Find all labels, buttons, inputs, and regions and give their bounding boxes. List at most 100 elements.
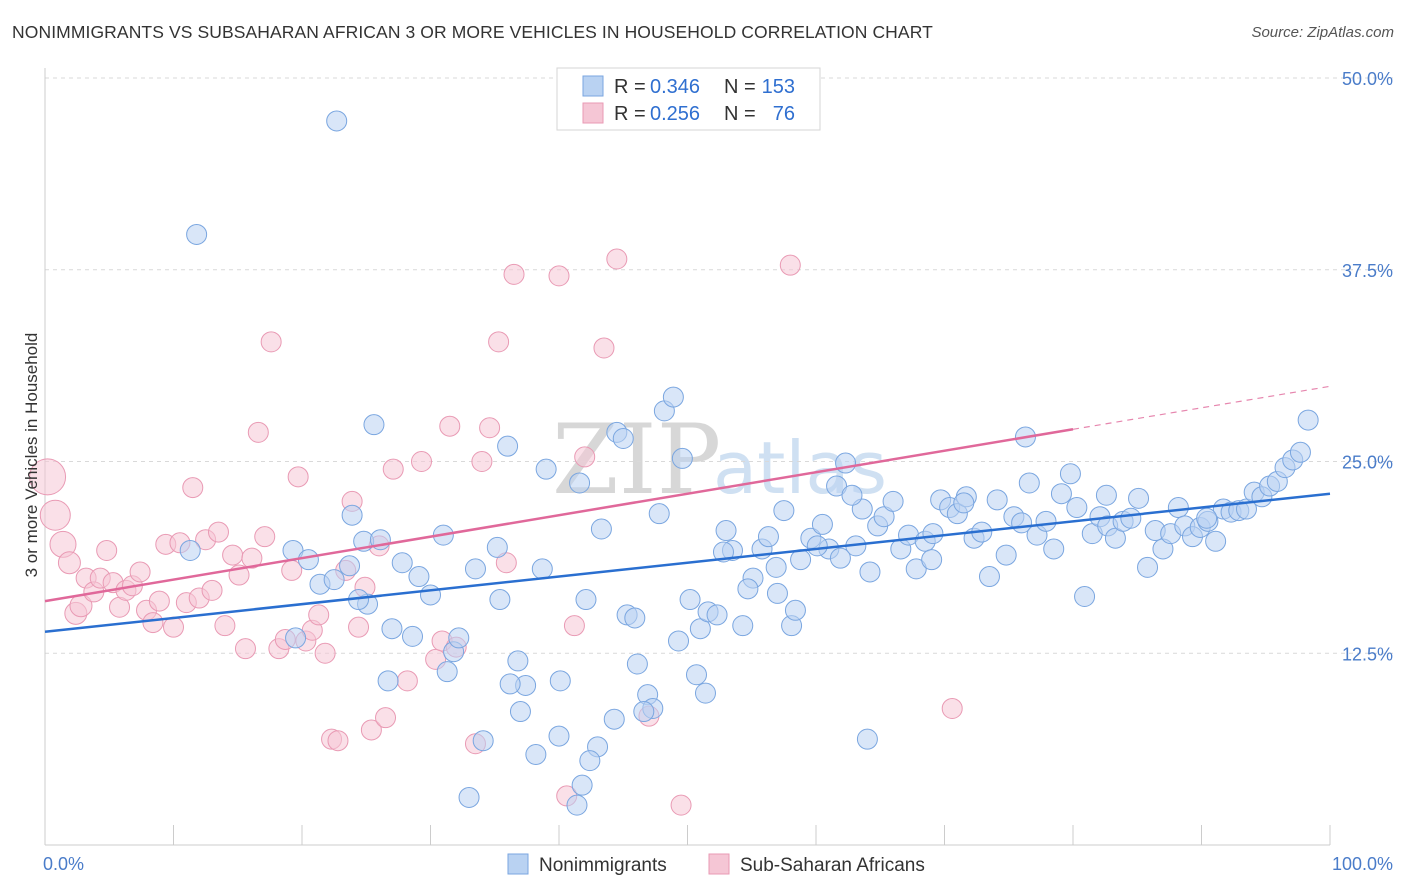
bottom-legend-label-0: Nonimmigrants (539, 855, 667, 876)
blue-point-141 (458, 786, 480, 808)
blue-point-140 (472, 730, 494, 752)
x-tick-labels: 0.0% 100.0% (43, 854, 1393, 874)
blue-point-114 (953, 492, 975, 514)
pink-point-16 (142, 612, 164, 634)
blue-point-20 (549, 670, 571, 692)
pink-point-68 (574, 446, 596, 468)
pink-point-22 (182, 477, 204, 499)
blue-point-133 (571, 774, 593, 796)
pink-point-69 (593, 337, 615, 359)
blue-point-115 (921, 549, 943, 571)
blue-point-1 (186, 223, 208, 245)
blue-point-25 (612, 427, 634, 449)
blue-point-124 (694, 682, 716, 704)
blue-point-5 (339, 555, 361, 577)
pink-point-67 (563, 615, 585, 637)
pink-point-75 (941, 697, 963, 719)
blue-point-151 (323, 569, 345, 591)
pink-point-51 (375, 707, 397, 729)
correlation-legend: R = 0.346 N = 153 R = 0.256 N = 76 (556, 67, 821, 131)
blue-point-13 (464, 558, 486, 580)
pink-point-34 (260, 331, 282, 353)
blue-point-110 (1297, 409, 1319, 431)
y-tick-label-3: 50.0% (1342, 69, 1393, 89)
blue-point-80 (1066, 497, 1088, 519)
legend-n-value-1: 76 (773, 103, 795, 125)
pink-point-1 (39, 499, 71, 531)
blue-point-89 (1137, 556, 1159, 578)
y-tick-label-0: 12.5% (1342, 644, 1393, 664)
bottom-legend-label-1: Sub-Saharan Africans (740, 855, 925, 876)
pink-point-30 (234, 638, 256, 660)
pink-point-28 (222, 544, 244, 566)
blue-point-46 (790, 549, 812, 571)
blue-point-43 (765, 556, 787, 578)
pink-point-65 (548, 265, 570, 287)
pink-point-54 (411, 451, 433, 472)
bottom-legend-swatch-0 (507, 853, 529, 875)
y-tick-labels: 12.5% 25.0% 37.5% 50.0% (1342, 69, 1393, 664)
blue-point-153 (285, 627, 307, 649)
blue-point-62 (922, 523, 944, 545)
pink-point-62 (488, 331, 510, 353)
blue-point-22 (575, 589, 597, 611)
blue-point-21 (569, 472, 591, 494)
x-tick-label-1: 100.0% (1332, 854, 1393, 874)
legend-r-label-1: R = (614, 103, 646, 125)
blue-point-119 (806, 535, 828, 557)
blue-point-87 (1120, 507, 1142, 529)
blue-point-77 (1043, 538, 1065, 560)
blue-point-145 (402, 625, 424, 647)
blue-point-81 (1074, 585, 1096, 607)
legend-n-label-0: N = (724, 76, 756, 98)
pink-point-72 (670, 794, 692, 816)
chart-title: NONIMMIGRANTS VS SUBSAHARAN AFRICAN 3 OR… (12, 22, 933, 42)
pink-point-38 (287, 466, 309, 488)
blue-point-78 (1050, 483, 1072, 505)
blue-point-9 (391, 552, 413, 574)
blue-point-88 (1128, 487, 1150, 509)
subsaharan-trend-extension (1072, 385, 1331, 430)
blue-point-33 (679, 589, 701, 611)
blue-point-125 (685, 664, 707, 686)
blue-point-37 (715, 520, 737, 542)
series-legend: Nonimmigrants Sub-Saharan Africans (507, 853, 925, 876)
blue-point-144 (420, 584, 441, 606)
y-tick-label-1: 25.0% (1342, 453, 1393, 473)
blue-point-143 (436, 661, 458, 683)
blue-point-50 (826, 475, 848, 497)
pink-point-0 (29, 458, 67, 496)
blue-point-147 (377, 670, 399, 692)
blue-point-137 (509, 701, 531, 723)
blue-point-132 (579, 750, 601, 772)
blue-point-152 (297, 549, 319, 571)
pink-point-44 (327, 730, 349, 752)
blue-point-32 (671, 447, 693, 469)
y-tick-label-2: 37.5% (1342, 261, 1393, 281)
blue-point-54 (859, 561, 881, 583)
subsaharan-trend-line (44, 428, 1074, 603)
pink-point-27 (214, 615, 236, 637)
x-tick-label-0: 0.0% (43, 854, 84, 874)
blue-point-123 (712, 541, 734, 563)
pink-point-19 (163, 616, 184, 638)
pink-point-60 (471, 451, 493, 472)
legend-swatch-1 (582, 102, 604, 124)
bottom-legend-swatch-1 (708, 853, 730, 875)
pink-point-25 (201, 579, 223, 601)
blue-point-128 (633, 701, 655, 723)
nonimmigrants-trend-line (44, 492, 1331, 634)
blue-point-44 (773, 500, 795, 522)
blue-point-142 (448, 627, 470, 649)
blue-point-146 (381, 618, 403, 640)
pink-point-31 (241, 547, 263, 569)
blue-point-120 (784, 599, 806, 621)
blue-point-7 (363, 414, 385, 436)
blue-point-76 (1035, 510, 1057, 532)
blue-point-69 (978, 566, 1000, 588)
blue-point-134 (566, 794, 588, 816)
legend-r-label-0: R = (614, 76, 646, 98)
blue-point-57 (882, 490, 904, 512)
blue-point-130 (603, 708, 625, 730)
blue-point-42 (757, 526, 779, 548)
